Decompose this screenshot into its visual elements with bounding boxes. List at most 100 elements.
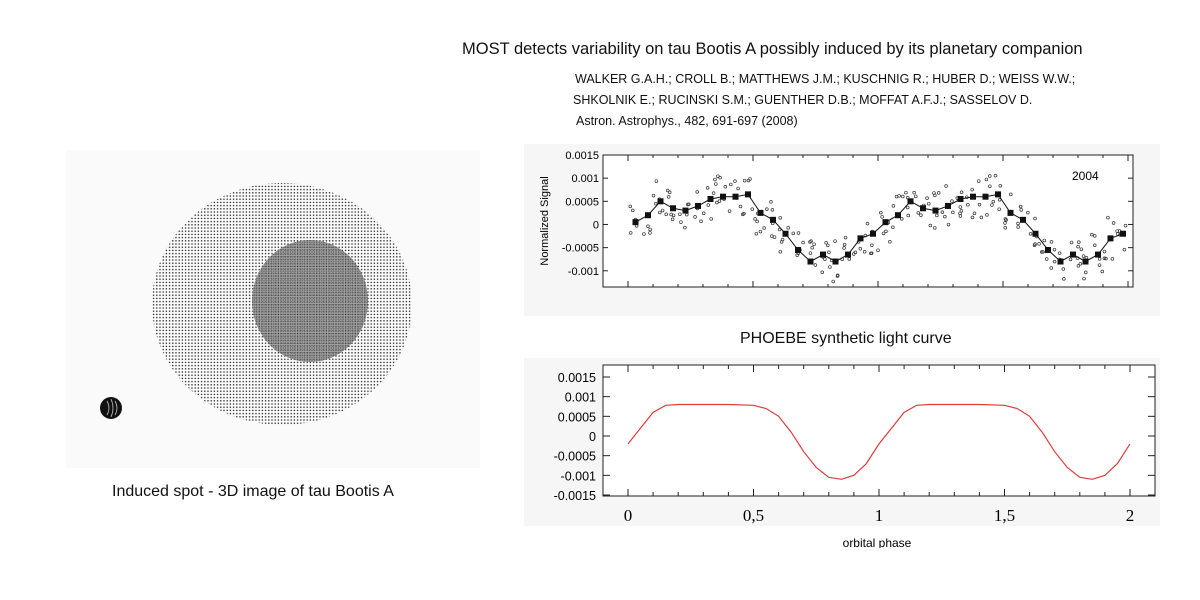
observation-point (713, 177, 717, 182)
observation-point (660, 208, 665, 213)
observation-point (628, 231, 633, 235)
observation-point (654, 179, 659, 183)
observation-point (879, 210, 883, 215)
observation-point (1068, 257, 1073, 262)
observation-point (723, 185, 728, 189)
observation-point (904, 190, 908, 195)
observation-point (959, 209, 964, 213)
star-caption: Induced spot - 3D image of tau Bootis A (112, 483, 394, 500)
observation-point (699, 219, 703, 224)
binned-mean-point (1032, 230, 1039, 237)
observation-point (738, 204, 743, 209)
observation-point (977, 179, 981, 183)
observation-point (742, 178, 747, 183)
observation-point (658, 210, 662, 215)
observation-point (826, 243, 830, 248)
y-tick-label: 0.0005 (565, 196, 599, 208)
observation-point (769, 200, 773, 204)
binned-mean-point (707, 196, 714, 202)
phoebe-chart-svg: 0.0015 0.001 0.0005 0 -0.0005 -0.001 -0.0015 0… (554, 364, 1156, 550)
star-spot (252, 240, 368, 362)
observation-point (777, 227, 782, 232)
binned-mean-point (732, 193, 739, 200)
binned-mean-point (1070, 251, 1076, 258)
observation-point (881, 231, 886, 236)
observation-point (813, 263, 818, 267)
binned-mean-point (720, 193, 726, 200)
observation-point (897, 194, 901, 198)
binned-mean-point (945, 202, 951, 209)
observation-point (933, 226, 937, 230)
observation-point (933, 193, 937, 198)
binned-mean-point (1120, 230, 1126, 237)
observation-point (1044, 257, 1049, 261)
observation-point (928, 223, 933, 228)
observation-point (970, 187, 974, 192)
observation-point (993, 173, 998, 178)
observation-point (858, 247, 863, 251)
binned-mean-point (870, 230, 876, 237)
observation-point (820, 270, 825, 275)
observation-point (1041, 250, 1045, 254)
observation-point (778, 216, 782, 220)
observation-point (746, 178, 751, 183)
observation-point (670, 217, 675, 222)
x-tick-label: 1,5 (994, 506, 1015, 525)
observation-point (1110, 257, 1115, 261)
observation-point (1106, 215, 1110, 220)
binned-mean-point (820, 251, 826, 258)
observation-point (750, 207, 755, 211)
y-tick-label: -0.0005 (554, 450, 596, 464)
binned-mean-point (857, 235, 864, 242)
observation-point (717, 199, 722, 203)
observation-point (1040, 250, 1044, 254)
observation-point (779, 240, 784, 244)
y-tick-label: 0.0015 (558, 371, 596, 385)
observation-point (1061, 267, 1066, 271)
observation-point (778, 249, 783, 254)
binned-mean-point (1082, 258, 1089, 265)
observation-point (842, 246, 846, 250)
y-tick-label: 0.001 (565, 391, 596, 405)
binned-mean-point (632, 219, 639, 226)
observation-point (842, 242, 847, 247)
observation-point (809, 239, 813, 243)
observation-point (666, 195, 671, 199)
observation-point (977, 202, 982, 207)
observation-point (833, 239, 837, 243)
y-axis-label: Normalized Signal (539, 176, 551, 265)
observation-point (693, 215, 697, 219)
observation-point (808, 251, 813, 255)
observation-point (979, 215, 984, 220)
observation-point (823, 257, 827, 261)
x-axis (627, 155, 1129, 287)
observation-point (985, 213, 989, 217)
observation-point (1042, 238, 1047, 243)
observation-point (888, 240, 892, 244)
observation-point (765, 207, 769, 211)
y-tick-label: 0 (593, 219, 599, 231)
observation-point (810, 246, 814, 250)
observation-point (940, 210, 945, 214)
observation-point (925, 196, 929, 200)
binned-mean-point (995, 191, 1001, 198)
observation-point (1019, 208, 1023, 212)
observation-point (753, 217, 757, 221)
observation-point (990, 203, 994, 207)
observation-point (786, 226, 790, 230)
observation-point (1004, 218, 1008, 222)
observation-point (1003, 225, 1008, 230)
binned-mean-point (682, 207, 689, 214)
binned-mean-point (1020, 216, 1026, 223)
x-tick-label: 2 (1126, 506, 1135, 525)
observation-point (1018, 204, 1023, 209)
observation-point (695, 190, 699, 194)
observation-point (1026, 210, 1030, 215)
observation-point (1082, 276, 1086, 281)
observation-point (669, 212, 673, 217)
observation-point (664, 212, 668, 217)
observation-point (891, 204, 896, 208)
observation-point (869, 251, 874, 255)
observation-point (870, 243, 874, 248)
observation-point (916, 211, 921, 215)
